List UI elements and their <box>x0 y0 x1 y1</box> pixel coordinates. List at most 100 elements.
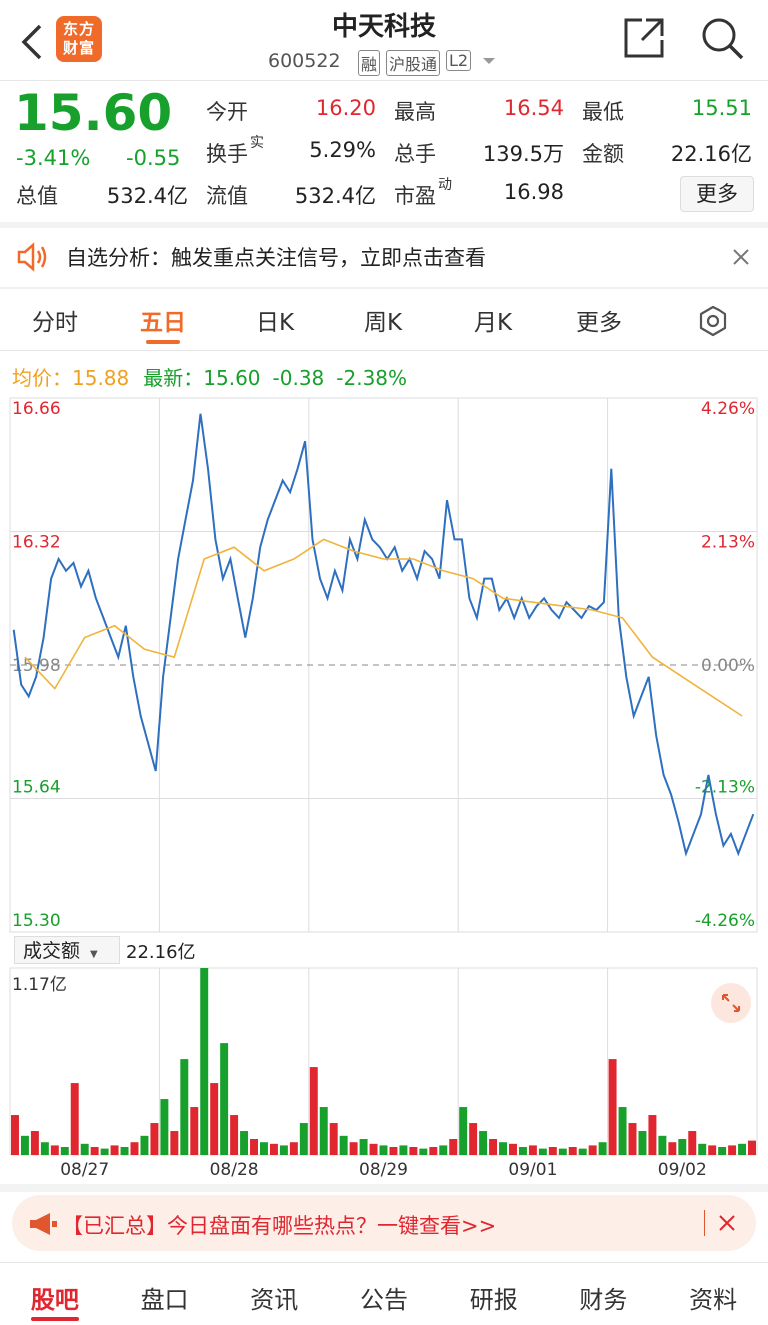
last-change: -0.38 <box>272 366 325 390</box>
y-tick-label: 16.66 <box>12 399 61 419</box>
volume-bar <box>399 1145 408 1155</box>
volume-bar <box>100 1148 109 1155</box>
y-tick-label: 15.30 <box>12 911 61 931</box>
field-value: 16.20 <box>315 96 376 120</box>
volume-bar <box>748 1140 756 1155</box>
volume-bar <box>200 968 209 1155</box>
close-button[interactable] <box>732 248 750 266</box>
nav-item[interactable]: 资讯 <box>250 1286 299 1314</box>
notice-text[interactable]: 自选分析：触发重点关注信号，立即点击查看 <box>66 246 486 270</box>
volume-bar <box>578 1148 587 1155</box>
volume-bar <box>60 1147 69 1155</box>
nav-item[interactable]: 研报 <box>469 1286 518 1314</box>
divider <box>0 222 768 228</box>
nav-item[interactable]: 财务 <box>579 1286 628 1314</box>
volume-bar <box>160 1099 169 1155</box>
volume-bar <box>50 1145 59 1155</box>
volume-bar <box>379 1145 388 1155</box>
volume-bar <box>220 1043 229 1155</box>
info-row: 均价：15.88 最新：15.60 -0.38 -2.38% <box>12 362 407 391</box>
volume-bar <box>738 1143 747 1155</box>
tab[interactable]: 月K <box>473 310 513 336</box>
divider <box>704 1210 705 1236</box>
volume-bar <box>558 1148 567 1155</box>
volume-frame <box>9 967 758 1156</box>
field-label: 最高 <box>394 100 436 124</box>
promo-text[interactable]: 【已汇总】今日盘面有哪些热点？一键查看>> <box>62 1214 497 1238</box>
dropdown-icon[interactable] <box>482 56 496 66</box>
volume-bar <box>618 1107 627 1155</box>
field-label: 总手 <box>394 142 436 166</box>
x-tick-label: 09/02 <box>658 1160 707 1180</box>
promo-close[interactable] <box>718 1214 736 1232</box>
field-value: 532.4亿 <box>294 184 376 208</box>
nav-item[interactable]: 股吧 <box>30 1286 79 1314</box>
share-button[interactable] <box>622 16 666 60</box>
more-button[interactable]: 更多 <box>680 176 754 212</box>
volume-bar <box>240 1131 249 1155</box>
field-value: 5.29% <box>309 138 376 162</box>
volume-bar <box>528 1145 537 1155</box>
field-value: 16.54 <box>503 96 564 120</box>
volume-bar <box>538 1148 547 1155</box>
volume-bar <box>150 1123 159 1155</box>
last-label: 最新： <box>143 366 204 390</box>
expand-button[interactable] <box>710 982 752 1024</box>
tab[interactable]: 五日 <box>140 310 186 336</box>
tab[interactable]: 日K <box>255 310 295 336</box>
badge: 融 <box>358 50 381 76</box>
volume-bar <box>429 1147 438 1155</box>
nav-item[interactable]: 公告 <box>360 1286 408 1314</box>
volume-bar <box>628 1123 637 1155</box>
nav-item[interactable]: 盘口 <box>140 1286 189 1314</box>
volume-bar <box>648 1115 657 1155</box>
y2-tick-label: 4.26% <box>701 399 755 419</box>
volume-bar <box>658 1135 667 1155</box>
volume-bar <box>190 1107 199 1155</box>
y-tick-label: 16.32 <box>12 533 61 553</box>
badge: L2 <box>446 50 472 71</box>
change: -0.55 <box>126 146 181 170</box>
field-label: 最低 <box>582 100 624 124</box>
back-button[interactable] <box>18 22 46 62</box>
volume-bar <box>130 1142 139 1155</box>
tab[interactable]: 分时 <box>32 310 78 336</box>
divider <box>0 80 768 81</box>
x-tick-label: 08/27 <box>60 1160 109 1180</box>
y2-tick-label: 0.00% <box>701 656 755 676</box>
volume-bar <box>230 1115 239 1155</box>
volume-bar <box>708 1145 717 1155</box>
volume-bar <box>439 1145 448 1155</box>
volume-bar <box>269 1143 278 1155</box>
volume-bar <box>638 1131 647 1155</box>
volume-bar <box>728 1145 737 1155</box>
volume-bar <box>688 1131 697 1155</box>
field-value: 15.51 <box>691 96 752 120</box>
price-line <box>24 538 743 717</box>
volume-bar <box>608 1059 617 1155</box>
volume-bar <box>210 1083 219 1155</box>
field-value: 532.4亿 <box>106 184 188 208</box>
settings-button[interactable] <box>696 304 730 338</box>
volume-bar <box>90 1147 99 1155</box>
volume-bar <box>598 1142 607 1155</box>
change-pct: -3.41% <box>16 146 91 170</box>
last-value: 15.60 <box>203 366 261 390</box>
volume-bar <box>499 1142 507 1155</box>
promo-banner[interactable] <box>12 1195 756 1251</box>
search-button[interactable] <box>700 16 746 62</box>
volume-bar <box>11 1115 19 1155</box>
volume-bar <box>509 1143 517 1155</box>
tab-indicator <box>146 340 180 344</box>
tab[interactable]: 周K <box>363 310 403 336</box>
volume-bar <box>339 1135 348 1155</box>
field-label: 今开 <box>206 100 248 124</box>
volume-bar <box>369 1143 378 1155</box>
divider <box>0 1262 768 1263</box>
volume-selector[interactable]: 成交额 ▼ <box>14 936 120 964</box>
volume-bar <box>180 1059 189 1155</box>
volume-bar <box>20 1135 29 1155</box>
nav-item[interactable]: 资料 <box>689 1286 738 1314</box>
volume-bar <box>459 1107 468 1155</box>
tab[interactable]: 更多 <box>576 310 622 336</box>
